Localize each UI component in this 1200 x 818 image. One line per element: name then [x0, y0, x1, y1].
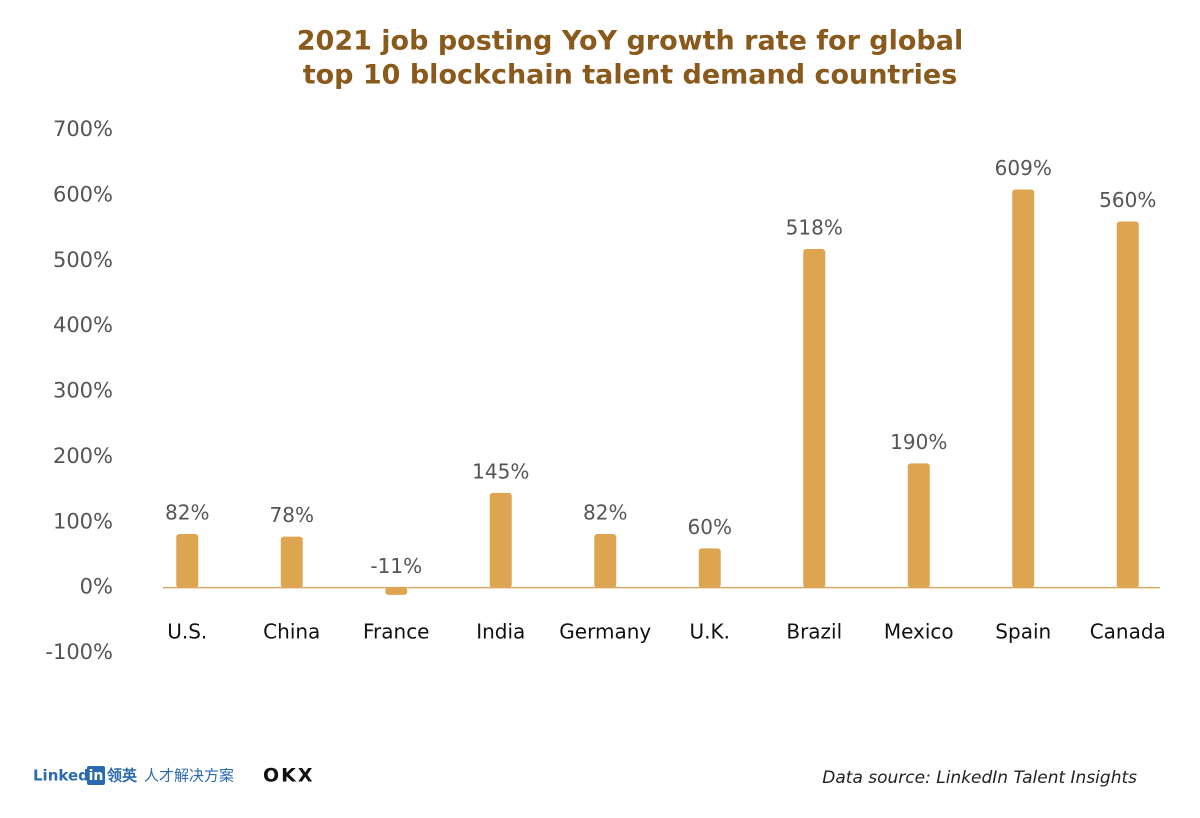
x-tick-label: U.S.	[167, 620, 207, 644]
x-tick-label: U.K.	[690, 620, 730, 644]
y-tick-label: 500%	[53, 248, 113, 272]
y-tick-label: 100%	[53, 509, 113, 533]
x-tick-label: India	[476, 620, 525, 644]
bar	[1012, 189, 1035, 588]
footer: Linked in 领英 人才解决方案 OKX Data source: Lin…	[33, 765, 1137, 789]
bar	[176, 534, 199, 588]
logo-box	[87, 766, 105, 785]
y-tick-label: 200%	[53, 444, 113, 468]
value-label: 560%	[1099, 188, 1156, 212]
bar	[489, 492, 512, 588]
y-tick-label: 400%	[53, 313, 113, 337]
x-tick-label: Canada	[1090, 620, 1166, 644]
x-tick-label: Mexico	[884, 620, 954, 644]
x-tick-label: Germany	[559, 620, 651, 644]
y-tick-label: 0%	[80, 575, 113, 599]
chart-title: top 10 blockchain talent demand countrie…	[303, 60, 958, 91]
value-label: 609%	[995, 156, 1052, 180]
value-label: 82%	[165, 501, 209, 525]
y-tick-label: 700%	[53, 117, 113, 141]
y-tick-label: 600%	[53, 182, 113, 206]
chart-title: 2021 job posting YoY growth rate for glo…	[297, 26, 963, 57]
value-label: 82%	[583, 501, 627, 525]
bar	[803, 248, 826, 588]
value-label: 145%	[472, 459, 529, 483]
value-label: 518%	[786, 215, 843, 239]
y-tick-label: -100%	[45, 640, 113, 664]
logo-text: Linked	[33, 767, 89, 785]
bar	[594, 534, 617, 588]
bar	[1116, 221, 1139, 588]
value-label: -11%	[370, 554, 422, 578]
bar	[280, 536, 303, 588]
x-tick-label: France	[363, 620, 430, 644]
bar	[385, 587, 408, 595]
value-label: 78%	[270, 503, 314, 527]
value-label: 60%	[688, 515, 732, 539]
logo-text: 人才解决方案	[144, 767, 234, 785]
y-tick-label: 300%	[53, 379, 113, 403]
value-label: 190%	[890, 430, 947, 454]
source-note: Data source: LinkedIn Talent Insights	[822, 768, 1137, 788]
bar	[698, 548, 721, 588]
logo-text: 领英	[106, 767, 138, 785]
x-tick-label: Spain	[995, 620, 1051, 644]
x-tick-label: China	[263, 620, 320, 644]
logo-text: in	[89, 768, 104, 784]
bar	[907, 463, 930, 588]
logo-okx: OKX	[263, 765, 315, 787]
x-tick-label: Brazil	[786, 620, 842, 644]
